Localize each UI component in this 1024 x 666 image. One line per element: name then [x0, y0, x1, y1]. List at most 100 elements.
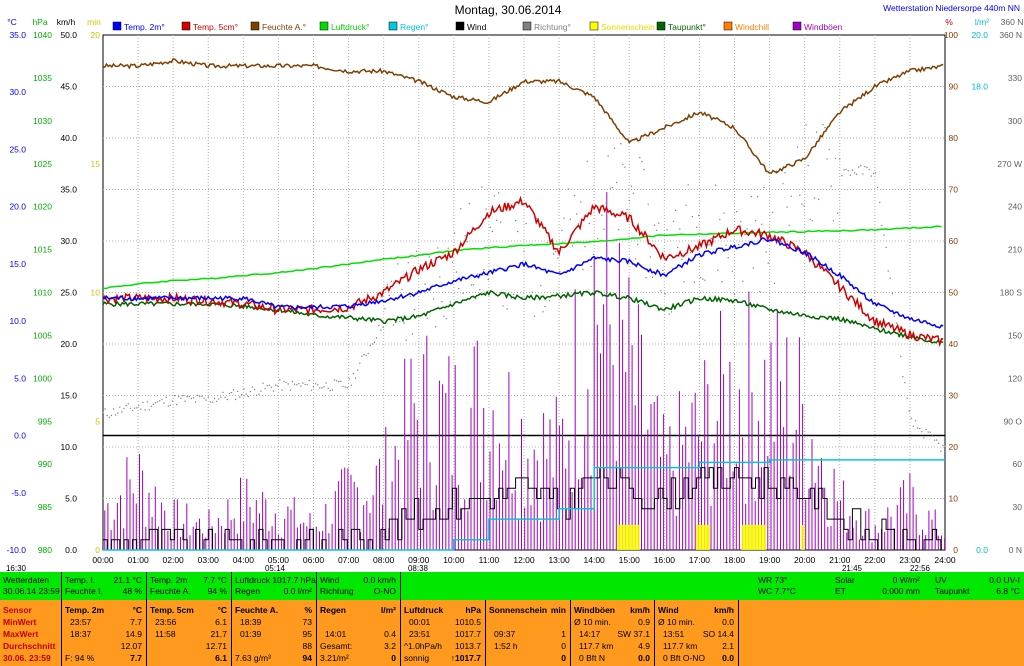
temp2m-now-extra: F: 94 % [65, 653, 95, 663]
direction-dot [719, 218, 721, 221]
sunshine-bar [801, 524, 805, 550]
legend-label: Temp. 2m° [124, 22, 165, 32]
temp2m-unit: °C [132, 605, 142, 615]
feuchte-a-value: 94 % [207, 586, 227, 596]
legend-swatch [112, 21, 122, 31]
direction-dot [592, 253, 595, 256]
direction-dot [483, 269, 485, 271]
direction-dot [178, 395, 180, 398]
direction-dot [546, 242, 548, 244]
temp-i-value: 21.1 °C [113, 575, 142, 585]
direction-dot [413, 308, 416, 311]
weather-chart: 35.0 30.0 25.0 20.0 15.0 10.0 5.0 0.0 -5.0 -10.0 1… [5, 3, 1024, 572]
direction-dot [222, 391, 224, 394]
direction-dot [453, 232, 456, 234]
direction-dot [942, 444, 944, 447]
direction-dot [117, 412, 119, 414]
direction-dot [569, 218, 571, 220]
temp-tick-label: -5.0 [11, 488, 26, 498]
direction-dot [232, 389, 235, 391]
legend-label: Windchill [735, 22, 769, 32]
direction-dot [893, 315, 896, 317]
direction-dot [192, 397, 195, 399]
direction-dot [493, 195, 496, 197]
direction-dot [407, 262, 409, 264]
direction-dot [645, 277, 647, 279]
direction-dot [759, 291, 761, 293]
direction-dot [763, 186, 765, 189]
direction-dot [552, 253, 555, 255]
et-value: 0.000 mm [882, 586, 920, 596]
regen-line [103, 459, 945, 551]
direction-dot [123, 407, 125, 410]
direction-dot [184, 400, 186, 402]
direction-dot [462, 292, 464, 295]
direction-dot [866, 166, 868, 169]
direction-dot [906, 397, 908, 399]
direction-dot [535, 217, 538, 219]
temp5cm-min-time: 23:56 [155, 617, 177, 627]
direction-dot [161, 398, 163, 401]
wc-value: WC 7.7°C [758, 586, 796, 596]
direction-dot [836, 212, 839, 214]
direction-dot [167, 405, 169, 407]
direction-dot [681, 258, 683, 261]
hpa-tick-label: 1020 [33, 202, 52, 212]
direction-dot [331, 389, 334, 391]
direction-dot [639, 156, 641, 159]
percent-tick-label: 70 [949, 185, 959, 195]
regen-max-time: 14:01 [325, 629, 347, 639]
hpa-tick-label: 1035 [33, 73, 52, 83]
direction-dot [548, 300, 550, 302]
direction-dot [662, 269, 664, 272]
sun-event-label: 16:30 [6, 564, 27, 572]
direction-dot [929, 431, 931, 433]
direction-dot [314, 383, 317, 385]
direction-dot [258, 393, 260, 395]
direction-dot [173, 394, 176, 397]
legend-swatch [792, 21, 802, 31]
direction-dot [523, 250, 525, 253]
min-tick-label: 15 [91, 159, 101, 169]
direction-dot [479, 289, 481, 291]
direction-dot [858, 166, 860, 168]
direction-dot [415, 250, 418, 252]
direction-dot [725, 244, 727, 246]
taupunkt-label: Taupunkt [935, 586, 970, 596]
direction-dot [277, 385, 279, 387]
direction-dot [674, 209, 677, 212]
kmh-tick-label: 10.0 [60, 442, 77, 452]
direction-dot [615, 181, 618, 184]
x-tick-label: 24:00 [934, 555, 956, 565]
percent-tick-label: 0 [953, 545, 958, 555]
direction-dot [365, 354, 367, 356]
direction-dot [944, 445, 946, 447]
direction-dot [744, 234, 746, 236]
direction-dot [613, 147, 616, 149]
direction-dot [298, 383, 300, 385]
direction-dot [818, 198, 820, 201]
direction-dot [908, 410, 910, 412]
direction-dot [597, 238, 599, 240]
feuchte-unit: % [304, 605, 312, 615]
dir-tick-label: 360 N [999, 30, 1022, 40]
direction-dot [285, 381, 287, 384]
x-tick-label: 06:00 [303, 555, 325, 565]
direction-dot [125, 404, 127, 407]
dir-tick-label: 180 S [1000, 288, 1023, 298]
temp-tick-label: 10.0 [9, 316, 26, 326]
direction-dot [323, 386, 325, 388]
direction-dot [468, 203, 470, 205]
luftdruck-now: ↑1017.7 [450, 653, 481, 663]
x-tick-label: 13:00 [548, 555, 570, 565]
direction-dot [605, 202, 607, 204]
direction-dot [881, 224, 883, 227]
regen-header: Regen [320, 605, 346, 615]
direction-dot [851, 169, 854, 171]
legend-swatch [522, 21, 532, 31]
direction-dot [399, 320, 401, 323]
direction-dot [731, 270, 734, 272]
temp2m-line [102, 237, 944, 329]
chart-lines [102, 58, 946, 551]
kmh-tick-label: 15.0 [60, 391, 77, 401]
